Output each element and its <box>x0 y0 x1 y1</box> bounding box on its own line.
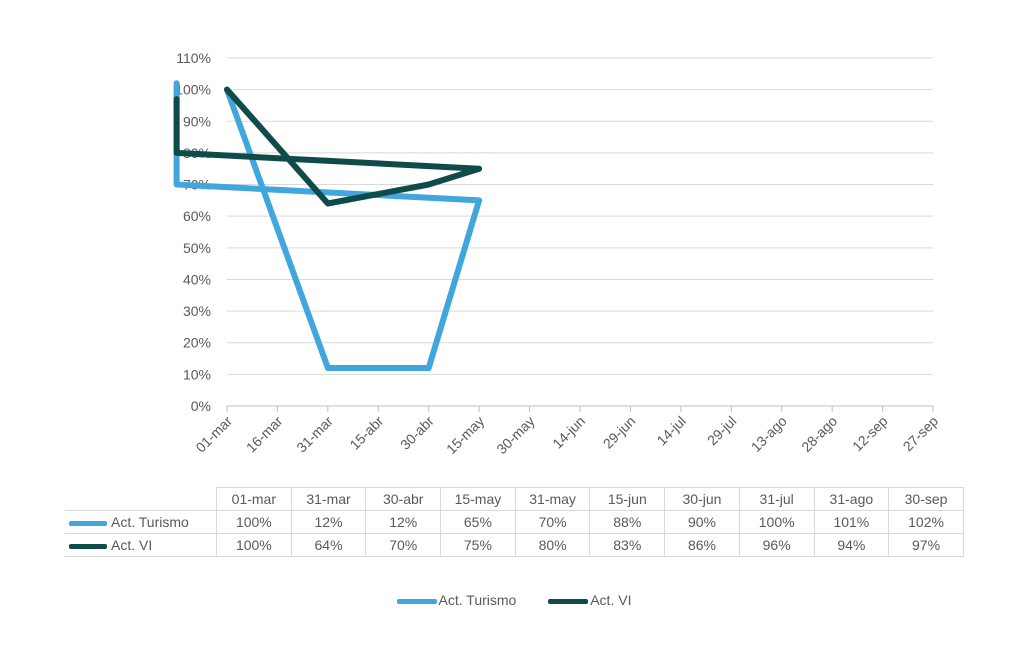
table-column-header: 15-may <box>440 487 516 511</box>
y-tick-label: 100% <box>175 82 211 98</box>
row-label-text: Act. VI <box>111 537 153 553</box>
line-chart: 0%10%20%30%40%50%60%70%80%90%100%110% 01… <box>173 50 942 457</box>
row-label-text: Act. Turismo <box>111 514 189 530</box>
x-tick-label: 15-may <box>443 413 487 457</box>
legend-item-turismo: Act. Turismo <box>393 592 517 608</box>
table-row-vi: Act. VI 100% 64% 70% 75% 80% 83% 86% 96% 94% 97% <box>65 533 964 557</box>
y-tick-label: 20% <box>183 335 211 351</box>
x-tick-label: 30-may <box>493 413 537 457</box>
series-line-vi <box>173 86 483 207</box>
table-cell: 12% <box>365 510 442 534</box>
table-header-row: 01-mar 31-mar 30-abr 15-may 31-may 15-jun 30-j… <box>65 487 964 511</box>
x-axis: 01-mar 16-mar 31-mar 15-abr 30-abr 15-may 30-m… <box>192 405 942 457</box>
table-cell: 80% <box>514 533 591 557</box>
table-cell: 94% <box>813 533 890 557</box>
gridlines <box>227 57 933 375</box>
x-tick-label: 15-abr <box>346 413 386 453</box>
table-cell: 102% <box>888 510 964 534</box>
table-column-header: 31-jul <box>738 487 815 511</box>
chart-legend: Act. Turismo Act. VI <box>0 592 1024 608</box>
table-cell: 75% <box>440 533 516 557</box>
y-axis-ticks: 0%10%20%30%40%50%60%70%80%90%100%110% <box>175 50 211 414</box>
x-tick-label: 14-jul <box>653 413 689 449</box>
x-tick-label: 12-sep <box>849 413 891 455</box>
table-column-header: 01-mar <box>216 487 292 511</box>
y-tick-label: 10% <box>183 366 211 382</box>
y-tick-label: 90% <box>183 113 211 129</box>
table-column-header: 15-jun <box>589 487 666 511</box>
table-cell: 83% <box>589 533 666 557</box>
table-cell: 70% <box>514 510 591 534</box>
legend-item-vi: Act. VI <box>544 592 631 608</box>
x-tick-label: 29-jun <box>600 413 639 452</box>
table-cell: 100% <box>216 510 292 534</box>
legend-swatch-turismo <box>396 598 437 604</box>
legend-label: Act. VI <box>590 592 632 608</box>
x-tick-label: 27-sep <box>900 413 942 455</box>
table-cell: 97% <box>888 533 964 557</box>
data-table: 01-mar 31-mar 30-abr 15-may 31-may 15-jun 30-j… <box>65 487 964 557</box>
table-cell: 70% <box>365 533 442 557</box>
series-lines <box>173 80 483 371</box>
table-cell: 90% <box>664 510 740 534</box>
series-swatch-vi <box>69 543 107 549</box>
y-tick-label: 50% <box>183 240 211 256</box>
table-corner <box>65 488 217 511</box>
legend-label: Act. Turismo <box>438 592 517 608</box>
table-column-header: 31-may <box>514 487 591 511</box>
table-row-label: Act. Turismo <box>65 510 217 534</box>
x-tick-label: 29-jul <box>704 413 740 449</box>
series-swatch-turismo <box>69 520 107 526</box>
table-cell: 86% <box>664 533 740 557</box>
x-tick-label: 31-mar <box>293 413 336 456</box>
series-line-turismo <box>173 80 483 371</box>
y-tick-label: 0% <box>191 398 211 414</box>
y-tick-label: 40% <box>183 271 211 287</box>
x-tick-label: 14-jun <box>549 413 588 452</box>
table-row-label: Act. VI <box>65 533 217 557</box>
x-tick-label: 28-ago <box>798 413 840 455</box>
table-cell: 88% <box>589 510 666 534</box>
table-column-header: 30-sep <box>888 487 964 511</box>
table-column-header: 31-ago <box>813 487 890 511</box>
y-tick-label: 30% <box>183 303 211 319</box>
table-cell: 12% <box>290 510 367 534</box>
legend-swatch-vi <box>548 598 589 604</box>
table-cell: 64% <box>290 533 367 557</box>
y-tick-label: 60% <box>183 208 211 224</box>
x-tick-label: 01-mar <box>192 413 235 456</box>
y-tick-label: 110% <box>176 50 211 66</box>
table-row-turismo: Act. Turismo 100% 12% 12% 65% 70% 88% 90% 100% 1… <box>65 510 964 534</box>
table-cell: 65% <box>440 510 516 534</box>
x-tick-label: 16-mar <box>243 413 286 456</box>
x-tick-label: 30-abr <box>397 413 437 453</box>
table-column-header: 30-jun <box>664 487 740 511</box>
table-cell: 100% <box>216 533 292 557</box>
table-column-header: 30-abr <box>365 487 442 511</box>
table-cell: 101% <box>813 510 890 534</box>
table-cell: 96% <box>738 533 815 557</box>
table-column-header: 31-mar <box>290 487 367 511</box>
x-tick-label: 13-ago <box>748 413 790 455</box>
table-cell: 100% <box>738 510 815 534</box>
